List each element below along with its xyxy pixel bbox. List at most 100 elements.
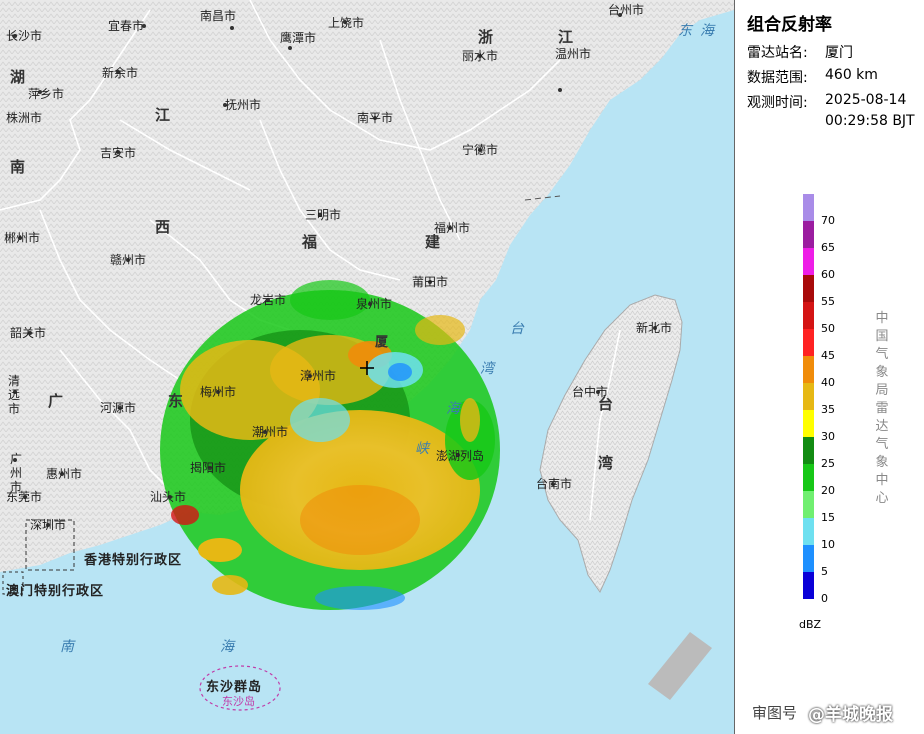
region-hongkong: 香港特别行政区 xyxy=(84,553,183,568)
scale-label-55: 55 xyxy=(821,295,835,308)
scale-swatch-30 xyxy=(803,410,814,437)
sea-label-dong: 东 xyxy=(678,23,692,39)
scale-swatch-25 xyxy=(803,437,814,464)
city-shantou: 汕头市 xyxy=(150,490,187,504)
city-quanzhou: 泉州市 xyxy=(356,297,393,311)
region-macau: 澳门特别行政区 xyxy=(6,584,105,599)
city-huizhou: 惠州市 xyxy=(46,467,83,481)
city-longyan: 龙岩市 xyxy=(250,293,287,307)
city-nanping: 南平市 xyxy=(357,111,394,125)
city-heyuan: 河源市 xyxy=(100,401,137,415)
scale-swatch-45 xyxy=(803,329,814,356)
city-taizhou: 台州市 xyxy=(608,3,645,17)
city-fuzhou-jx: 抚州市 xyxy=(225,98,262,112)
city-dongguan: 东莞市 xyxy=(6,490,43,504)
unit-label: dBZ xyxy=(799,618,822,631)
province-char-jiang: 江 xyxy=(155,106,171,124)
scale-swatch-65 xyxy=(803,221,814,248)
product-title: 组合反射率 xyxy=(747,15,832,35)
map-graphics xyxy=(0,0,734,711)
scale-label-5: 5 xyxy=(821,565,828,578)
scale-label-65: 65 xyxy=(821,241,835,254)
scale-swatch-50 xyxy=(803,302,814,329)
city-ningde: 宁德市 xyxy=(462,143,499,157)
province-char-tai: 台 xyxy=(598,395,614,413)
province-char-hu: 湖 xyxy=(10,68,26,86)
scale-swatch-70 xyxy=(803,194,814,221)
hongkong-boundary xyxy=(25,519,75,571)
city-yingtan: 鹰潭市 xyxy=(280,31,317,45)
scale-swatch-35 xyxy=(803,383,814,410)
city-sanming: 三明市 xyxy=(305,208,342,222)
province-char-xi: 西 xyxy=(155,218,171,236)
sea-label-hai: 海 xyxy=(700,23,714,39)
city-ganzhou: 赣州市 xyxy=(110,253,147,267)
sea-boundary-line xyxy=(524,195,561,201)
dongsha-boundary xyxy=(199,665,281,711)
scale-swatch-60 xyxy=(803,248,814,275)
scale-label-30: 30 xyxy=(821,430,835,443)
city-lishui: 丽水市 xyxy=(462,49,499,63)
city-taichung: 台中市 xyxy=(572,385,609,399)
legend-panel: 组合反射率 雷达站名: 厦门 数据范围: 460 km 观测时间: 2025-0… xyxy=(734,0,924,734)
scale-swatch-55 xyxy=(803,275,814,302)
sea-label-hai3: 海 xyxy=(446,401,460,417)
scale-label-0: 0 xyxy=(821,592,828,605)
city-shangrao: 上饶市 xyxy=(328,16,365,30)
station-label: 雷达站名: xyxy=(747,45,808,61)
city-jian: 吉安市 xyxy=(100,146,137,160)
city-yichun: 宜春市 xyxy=(108,19,145,33)
province-char-dong: 东 xyxy=(168,392,184,410)
sea-label-tai: 台 xyxy=(510,321,524,337)
scale-label-20: 20 xyxy=(821,484,835,497)
city-chenzhou: 郴州市 xyxy=(4,231,41,245)
taiwan-landmass xyxy=(539,294,683,594)
province-char-fu: 福 xyxy=(302,233,318,251)
city-shaoguan: 韶关市 xyxy=(10,326,47,340)
city-fuzhou: 福州市 xyxy=(434,221,471,235)
province-char-wan: 湾 xyxy=(598,454,614,472)
city-meizhou: 梅州市 xyxy=(200,385,237,399)
scale-swatch-40 xyxy=(803,356,814,383)
range-label: 数据范围: xyxy=(747,70,808,86)
city-penghu: 澎湖列岛 xyxy=(436,449,485,463)
sea-label-xia: 峡 xyxy=(415,441,429,457)
province-char-jian: 建 xyxy=(425,233,441,251)
sea-label-hai2: 海 xyxy=(220,639,234,655)
scale-label-70: 70 xyxy=(821,214,835,227)
watermark-brand: @羊城晚报 xyxy=(808,705,893,725)
scale-label-40: 40 xyxy=(821,376,835,389)
city-changsha: 长沙市 xyxy=(6,29,43,43)
city-zhuzhou: 株洲市 xyxy=(6,111,43,125)
city-guangzhou: 广州市 xyxy=(10,452,23,494)
radar-echoes xyxy=(160,280,500,610)
city-dongsha-island: 东沙岛 xyxy=(222,695,255,708)
scale-label-35: 35 xyxy=(821,403,835,416)
province-char-zhe: 浙 xyxy=(478,28,494,46)
time-label: 观测时间: xyxy=(747,95,808,111)
city-shenzhen: 深圳市 xyxy=(30,518,67,532)
city-tainan: 台南市 xyxy=(536,477,573,491)
city-qingyuan: 清远市 xyxy=(8,374,21,416)
city-putian: 莆田市 xyxy=(412,275,449,289)
radar-station-marker xyxy=(360,361,374,375)
scale-label-50: 50 xyxy=(821,322,835,335)
city-zhangzhou: 漳州市 xyxy=(300,369,337,383)
scale-swatch-0 xyxy=(803,572,814,599)
range-wedge xyxy=(648,632,712,700)
scale-label-15: 15 xyxy=(821,511,835,524)
city-nanchang: 南昌市 xyxy=(200,9,237,23)
station-value: 厦门 xyxy=(825,45,853,61)
sea-label-wan: 湾 xyxy=(480,361,494,377)
range-value: 460 km xyxy=(825,67,878,83)
city-wenzhou: 温州市 xyxy=(555,47,592,61)
province-char-nan: 南 xyxy=(10,158,26,176)
city-jieyang: 揭阳市 xyxy=(190,461,227,475)
city-xinyu: 新余市 xyxy=(102,66,139,80)
scale-label-45: 45 xyxy=(821,349,835,362)
province-char-guang: 广 xyxy=(48,392,64,410)
scale-label-25: 25 xyxy=(821,457,835,470)
city-dots xyxy=(13,13,657,527)
source-label: 中国气象局雷达气象中心 xyxy=(875,311,889,506)
